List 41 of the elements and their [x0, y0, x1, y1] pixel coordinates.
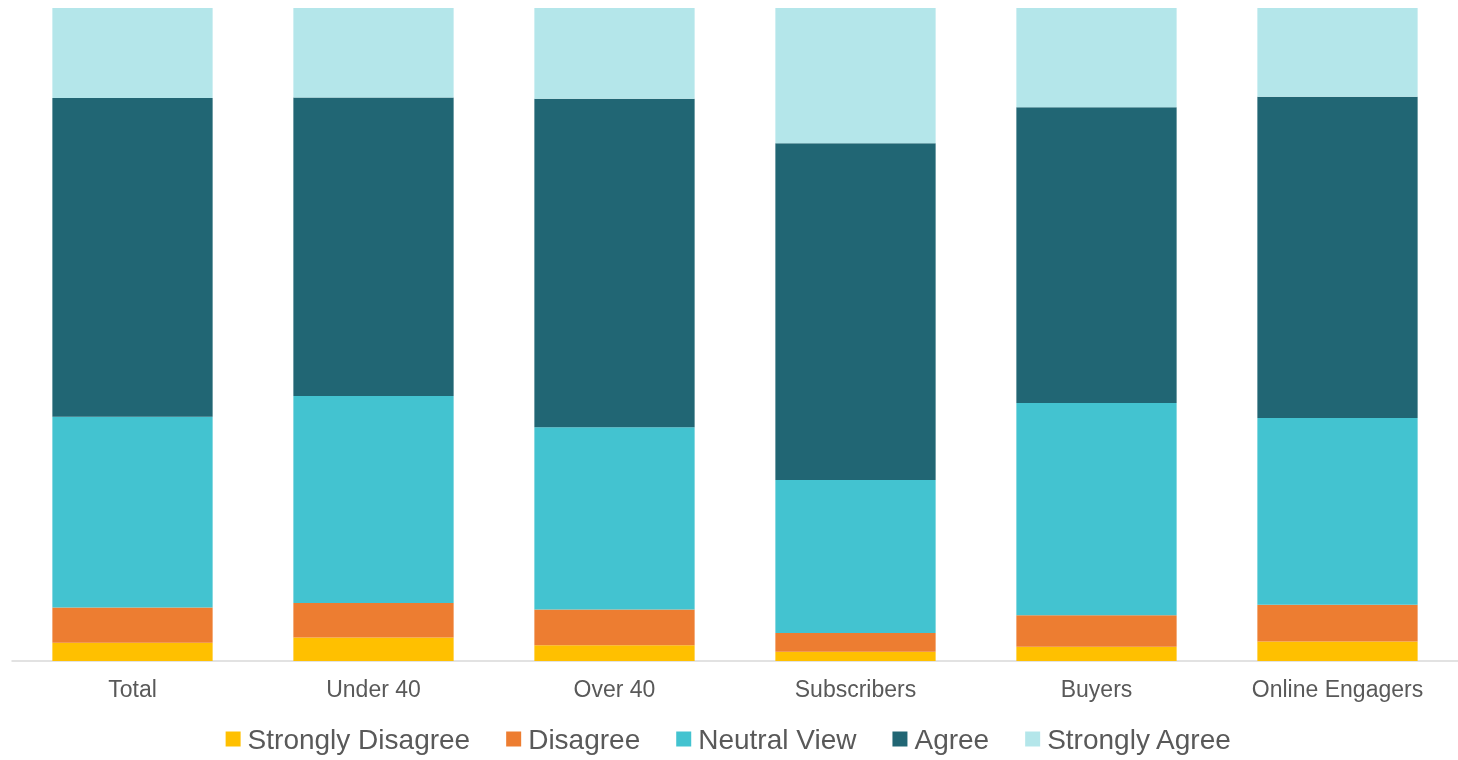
bar	[293, 637, 454, 661]
bar	[293, 8, 454, 98]
legend-label: Disagree	[528, 723, 641, 755]
bar	[1257, 641, 1418, 661]
legend-label: Neutral View	[698, 723, 858, 755]
x-tick-label: Online Engagers	[1251, 675, 1424, 702]
bar	[775, 632, 936, 652]
bar	[52, 8, 213, 99]
legend-label: Strongly Agree	[1047, 723, 1231, 755]
bar	[534, 427, 695, 610]
bar	[1016, 615, 1177, 647]
bar	[775, 8, 936, 144]
legend-label: Agree	[914, 723, 990, 755]
bar	[52, 98, 213, 417]
bar	[52, 607, 213, 643]
x-tick-label: Total	[108, 675, 157, 702]
x-tick-label: Buyers	[1060, 675, 1133, 702]
bar	[775, 143, 936, 481]
bar	[293, 602, 454, 638]
x-tick-label: Subscribers	[794, 675, 917, 702]
bar	[1257, 96, 1418, 419]
bar	[52, 416, 213, 608]
bar	[1257, 8, 1418, 97]
x-tick-label: Under 40	[326, 675, 421, 702]
legend-label: Strongly Disagree	[247, 723, 471, 755]
bar	[1257, 418, 1418, 605]
bar	[775, 651, 936, 661]
bar	[1016, 8, 1177, 108]
bar	[1257, 604, 1418, 642]
x-tick-label: Over 40	[573, 675, 656, 702]
bar	[52, 642, 213, 661]
bar	[534, 645, 695, 661]
bar	[534, 98, 695, 428]
bar	[534, 609, 695, 646]
bar	[293, 395, 454, 603]
bar	[293, 97, 454, 396]
bar	[1016, 403, 1177, 616]
bar	[775, 480, 936, 633]
bar	[1016, 107, 1177, 404]
bar	[1016, 646, 1177, 661]
bar	[534, 8, 695, 99]
